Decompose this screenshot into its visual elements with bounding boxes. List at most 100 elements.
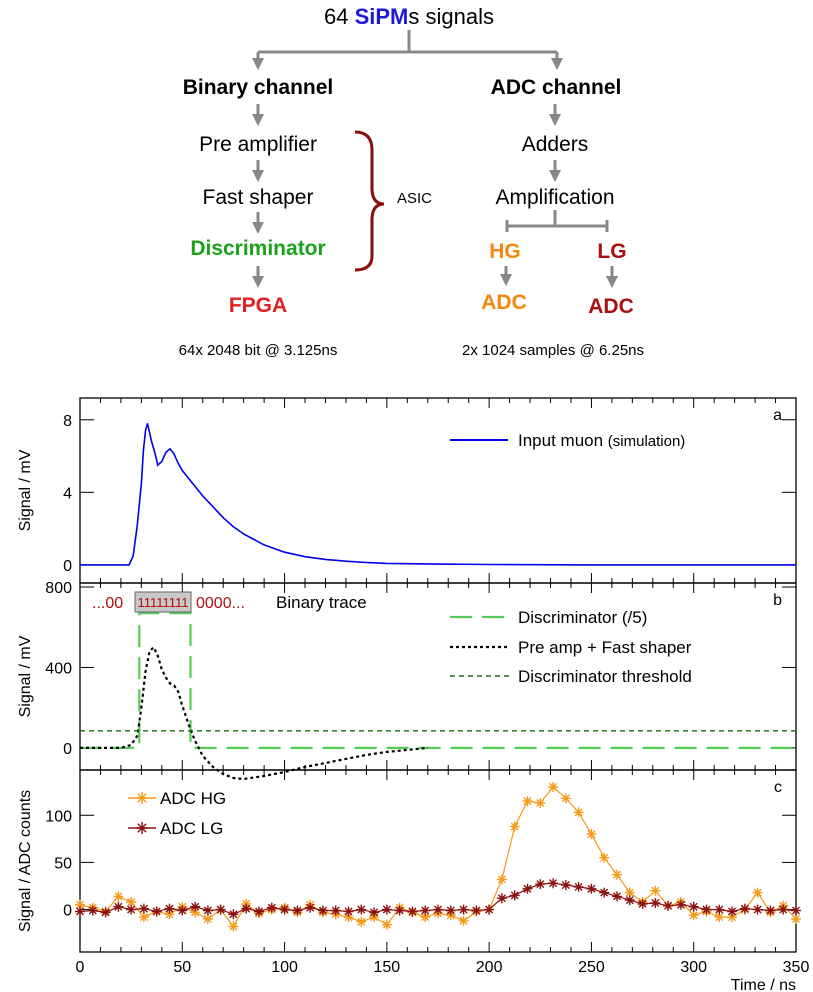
- panel-label: c: [774, 779, 782, 796]
- data-point: [279, 902, 290, 913]
- data-point: [560, 880, 571, 890]
- data-point: [535, 879, 546, 890]
- asic-brace: [354, 130, 385, 272]
- adc-channel-header: ADC channel: [490, 76, 622, 99]
- data-point: [586, 829, 597, 840]
- data-point: [445, 905, 456, 916]
- panel-frame: [79, 582, 797, 771]
- data-point: [369, 907, 380, 918]
- data-point: [151, 906, 162, 917]
- series-line: [80, 612, 796, 749]
- data-point: [701, 906, 712, 917]
- data-point: [407, 907, 418, 918]
- y-tick-label: 400: [45, 660, 72, 677]
- y-axis-label: Signal / ADC counts: [17, 790, 34, 932]
- legend-label: Discriminator threshold: [518, 667, 692, 686]
- data-point: [266, 904, 277, 915]
- panel-label: b: [773, 592, 782, 609]
- data-point: [599, 887, 610, 898]
- adders-label: Adders: [521, 133, 589, 156]
- data-point: [484, 904, 495, 915]
- fast-shaper-label: Fast shaper: [202, 186, 314, 209]
- y-tick-label: 8: [63, 413, 72, 430]
- y-tick-label: 0: [63, 903, 72, 920]
- data-point: [688, 901, 699, 912]
- data-point: [765, 905, 776, 916]
- x-tick-label: 250: [578, 959, 605, 976]
- asic-label: ASIC: [397, 190, 433, 207]
- series-line: [80, 423, 796, 566]
- data-point: [714, 912, 725, 923]
- data-point: [765, 907, 776, 918]
- data-point: [190, 907, 201, 918]
- data-point: [637, 898, 648, 909]
- data-point: [343, 912, 354, 923]
- data-point: [394, 902, 405, 913]
- data-point: [675, 897, 686, 907]
- hg-label: HG: [489, 240, 521, 263]
- data-point: [305, 899, 316, 910]
- data-point: [75, 906, 85, 917]
- y-tick-label: 0: [63, 558, 72, 575]
- data-point: [215, 904, 226, 915]
- series-line: [79, 882, 797, 915]
- pre-amplifier-label: Pre amplifier: [199, 133, 317, 156]
- adc-arrows: [500, 104, 618, 288]
- data-point: [433, 904, 443, 915]
- data-point: [317, 905, 328, 916]
- data-point: [739, 904, 750, 915]
- data-point: [292, 907, 303, 918]
- data-point: [394, 905, 405, 916]
- data-point: [714, 904, 725, 915]
- data-point: [624, 895, 635, 906]
- data-point: [279, 904, 290, 915]
- data-point: [650, 898, 661, 908]
- data-point: [445, 910, 456, 921]
- data-point: [305, 902, 316, 913]
- discriminator-label: Discriminator: [190, 237, 326, 260]
- legend-label: Discriminator (/5): [518, 608, 647, 627]
- x-tick-label: 350: [783, 959, 810, 976]
- data-point: [778, 900, 789, 911]
- data-point: [535, 798, 546, 808]
- data-point: [164, 903, 175, 914]
- data-point: [138, 903, 149, 914]
- panel-b: [79, 582, 797, 781]
- data-point: [522, 796, 533, 807]
- y-tick-label: 0: [63, 741, 72, 758]
- data-point: [100, 906, 111, 917]
- data-point: [624, 887, 635, 898]
- adc-spec: 2x 1024 samples @ 6.25ns: [462, 342, 644, 359]
- legend-label: Input muon (simulation): [518, 431, 685, 450]
- binary-spec: 64x 2048 bit @ 3.125ns: [178, 342, 338, 359]
- legend-marker: [136, 822, 148, 834]
- data-point: [126, 897, 137, 907]
- data-point: [727, 906, 738, 917]
- x-tick-label: 300: [680, 959, 707, 976]
- lg-label: LG: [597, 240, 627, 263]
- panel-label: a: [773, 407, 782, 424]
- data-point: [330, 909, 341, 920]
- data-point: [420, 912, 431, 923]
- y-tick-label: 4: [63, 485, 72, 502]
- data-point: [663, 900, 674, 911]
- data-point: [496, 893, 507, 904]
- x-axis-label: Time / ns: [731, 977, 796, 992]
- data-point: [522, 883, 533, 894]
- x-tick-label: 100: [271, 959, 298, 976]
- data-point: [381, 904, 392, 915]
- data-point: [471, 905, 482, 916]
- data-point: [228, 909, 239, 920]
- data-point: [202, 914, 213, 924]
- data-point: [177, 905, 188, 916]
- data-point: [484, 904, 495, 915]
- series-line: [80, 645, 428, 781]
- flow-diagram: [252, 30, 618, 288]
- data-point: [241, 898, 252, 909]
- data-point: [330, 905, 341, 916]
- data-point: [381, 919, 392, 930]
- x-tick-label: 50: [173, 959, 191, 976]
- legend-label: Pre amp + Fast shaper: [518, 638, 692, 657]
- panel-frame: [79, 769, 797, 953]
- legend-label: ADC LG: [160, 819, 223, 838]
